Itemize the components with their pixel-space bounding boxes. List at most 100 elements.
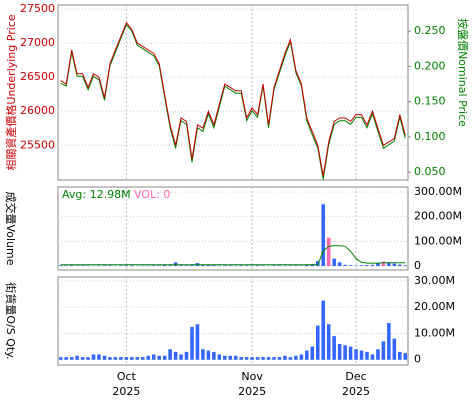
bar — [130, 357, 134, 360]
y2-tick-label: 0.250 — [414, 24, 446, 37]
bar — [387, 262, 391, 267]
bar — [348, 265, 353, 267]
bar — [266, 357, 271, 360]
y-tick-label: 26000 — [20, 104, 55, 117]
bar — [80, 357, 85, 360]
bar — [359, 265, 364, 267]
bar — [119, 357, 123, 360]
bar — [69, 357, 74, 360]
plot-frame — [57, 186, 409, 271]
y-tick-label: 27500 — [20, 2, 55, 15]
bar — [217, 354, 222, 360]
bar — [310, 346, 315, 360]
x-tick-label: Dec — [345, 370, 366, 383]
bar — [294, 355, 298, 360]
bar — [332, 336, 336, 360]
bar — [212, 351, 216, 360]
bar — [299, 354, 304, 360]
bar — [283, 355, 287, 360]
bar — [223, 355, 227, 360]
bar — [58, 265, 63, 267]
bar — [58, 357, 63, 360]
bar — [91, 354, 96, 360]
y-tick-label: 0 — [414, 259, 421, 272]
bar — [398, 351, 402, 360]
y2-tick-label: 0.150 — [414, 95, 446, 108]
bar — [343, 264, 347, 267]
bar — [168, 349, 172, 360]
bar — [255, 357, 260, 360]
bar — [113, 357, 118, 360]
bar — [326, 324, 331, 360]
y-tick-label: 30.00M — [414, 274, 455, 287]
plot-frame — [57, 4, 409, 181]
bar — [321, 300, 326, 360]
bar — [190, 326, 194, 360]
y-tick-label: 20.00M — [414, 300, 455, 313]
bar — [337, 343, 342, 360]
y2-tick-label: 0.050 — [414, 165, 446, 178]
bar — [75, 355, 79, 360]
x-tick-label: 2025 — [342, 385, 370, 398]
bar — [365, 265, 369, 267]
bar — [108, 357, 112, 360]
x-tick-label: Oct — [117, 370, 137, 383]
bar — [195, 324, 200, 360]
bar — [239, 265, 243, 267]
price-line — [60, 21, 406, 176]
bar — [376, 263, 380, 267]
bar — [173, 351, 178, 360]
bar — [343, 345, 347, 360]
bar — [124, 357, 129, 360]
bar — [86, 357, 90, 360]
bar — [124, 265, 129, 267]
bar — [403, 265, 408, 267]
y-tick-label: 300.00M — [414, 185, 462, 198]
bar — [179, 265, 183, 267]
bar — [250, 357, 254, 360]
x-tick-label: 2025 — [112, 385, 140, 398]
bar — [190, 264, 194, 267]
bar — [223, 265, 227, 267]
bar — [354, 349, 358, 360]
bar — [239, 357, 243, 360]
bar — [206, 350, 211, 360]
y-tick-label: 10.00M — [414, 326, 455, 339]
bar — [392, 263, 397, 267]
bar — [337, 262, 342, 267]
bar — [146, 355, 151, 360]
vol-legend: VOL: 0 — [134, 188, 170, 201]
bar — [277, 265, 282, 267]
avg-line — [60, 245, 406, 266]
bar — [80, 265, 85, 267]
bar — [162, 355, 167, 360]
bar — [277, 357, 282, 360]
bar — [332, 258, 336, 267]
bar — [321, 204, 326, 267]
y2-axis-label: 按盤價Nominal Price — [456, 18, 470, 127]
bar — [305, 350, 309, 360]
x-tick-label: Nov — [241, 370, 263, 383]
bar — [151, 265, 156, 267]
bar — [135, 357, 140, 360]
bar — [288, 357, 293, 360]
bar — [255, 265, 260, 267]
bar — [381, 261, 386, 267]
bar — [201, 349, 205, 360]
bar — [272, 357, 276, 360]
bar — [370, 264, 375, 267]
bar — [348, 346, 353, 360]
bar — [359, 350, 364, 360]
bar — [206, 264, 211, 267]
y-tick-label: 26500 — [20, 70, 55, 83]
y-axis-label: 成交量Volume — [4, 192, 18, 266]
bar — [398, 264, 402, 267]
bar — [162, 265, 167, 267]
bar — [387, 322, 391, 360]
bar — [365, 351, 369, 360]
y-axis-label: 相關資產價格Underlying Price — [4, 14, 18, 170]
bar — [233, 355, 238, 360]
bar — [140, 357, 145, 360]
bar — [326, 237, 331, 267]
bar — [244, 357, 249, 360]
